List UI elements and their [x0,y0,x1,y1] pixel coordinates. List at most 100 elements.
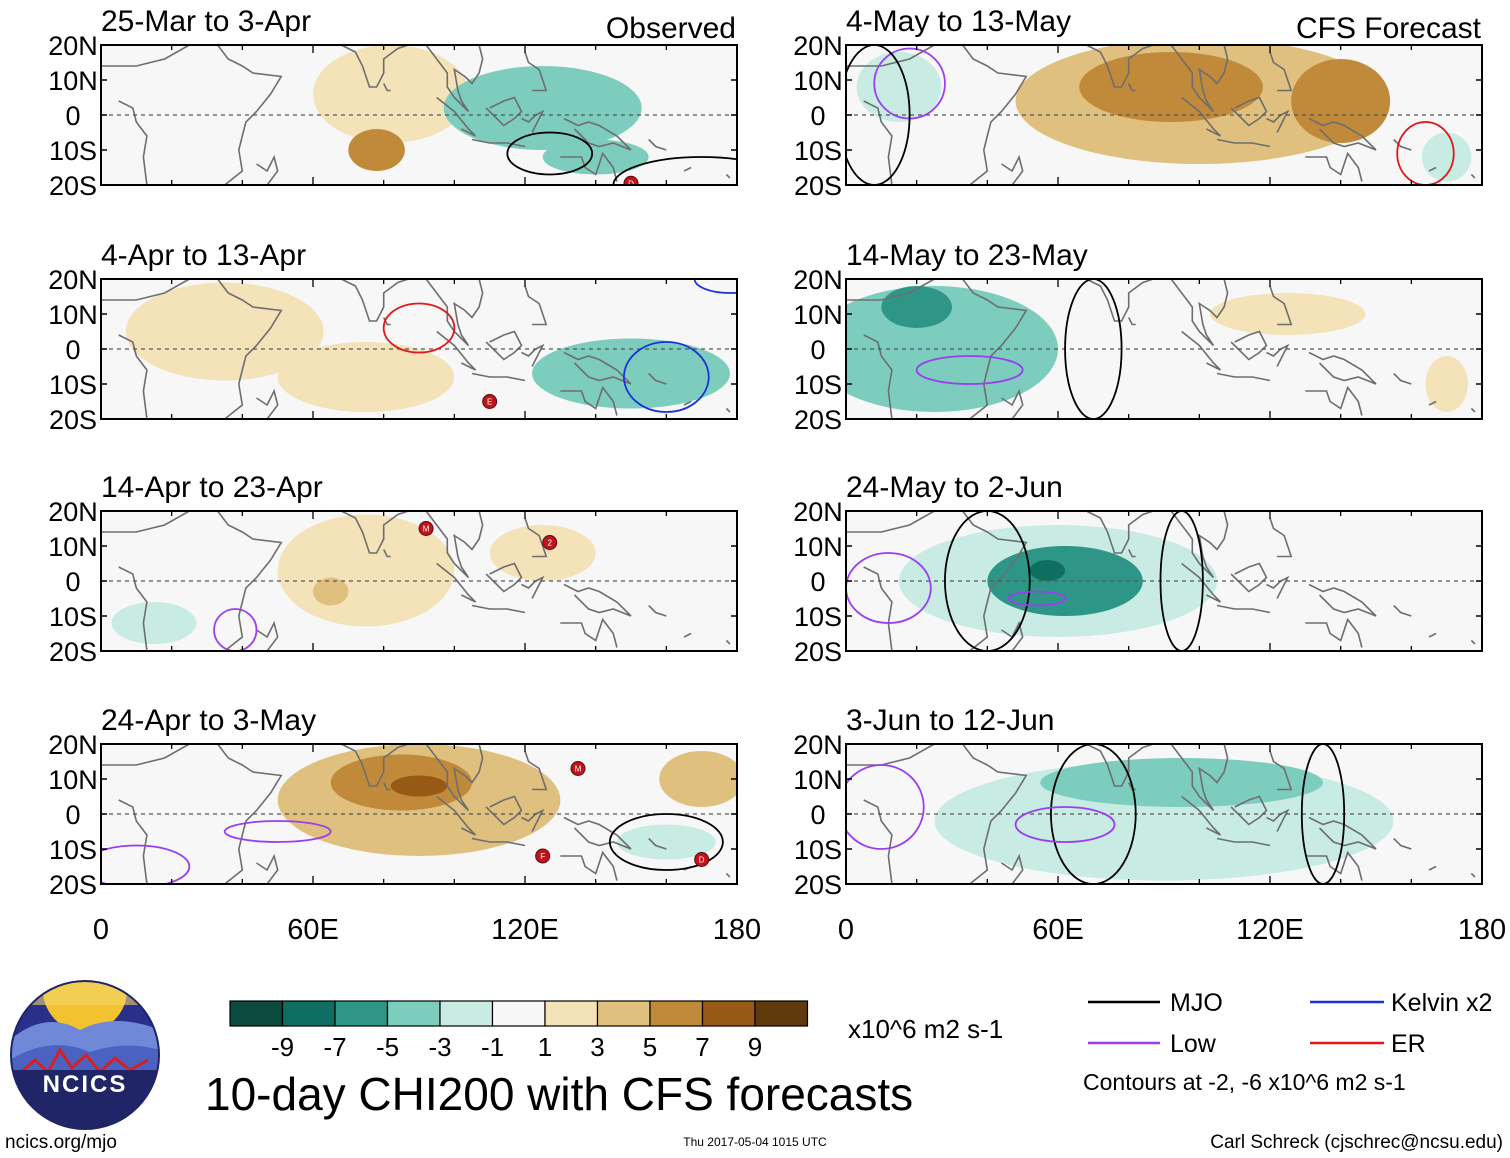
ncics-logo: NCICS [10,980,160,1130]
coastline [846,45,935,67]
coastline [256,154,279,185]
y-tick-label: 20N [793,31,843,61]
coastline [846,511,935,533]
coastline [1393,837,1412,850]
coastline [1170,279,1229,347]
contour-mjo [608,813,724,871]
coastline [1470,173,1476,179]
coastline [1308,117,1377,151]
coastline [560,850,618,881]
storm-marker: 2 [542,535,558,550]
storm-label: 2 [548,539,553,548]
legend-label-mjo: MJO [1170,989,1223,1017]
coastline [1393,604,1412,617]
coastline [648,837,667,850]
anomaly-region [1425,356,1468,412]
coastline [471,604,526,614]
coastline [1216,604,1271,614]
anomaly-region [111,602,197,644]
coastline [1170,45,1229,113]
coastline [1170,744,1229,812]
coastline [560,151,618,182]
colorbar-tick-label: 3 [590,1032,604,1062]
contour-low [846,764,925,850]
colorbar: -9 -7 -5 -3 -1 1 3 5 7 9 [229,1000,809,1062]
y-tick-label: 0 [810,101,825,131]
colorbar-swatch [439,1000,494,1027]
y-tick-label: 10N [793,532,843,562]
y-tick-label: 10N [48,765,98,795]
coastline [118,566,148,651]
chart-title: 10-day CHI200 with CFS forecasts [205,1068,913,1120]
coastline [1305,151,1363,182]
coastline [1127,782,1136,791]
anomaly-region [616,824,716,860]
anomaly-region [1079,52,1263,122]
legend-note: Contours at -2, -6 x10^6 m2 s-1 [1083,1069,1406,1095]
coastline [1308,816,1377,850]
coastline [648,604,667,617]
panel-title: 14-May to 23-May [846,239,1088,272]
y-tick-label: 20N [48,265,98,295]
contour-low [101,844,191,884]
coastline [382,549,391,558]
y-tick-label: 20N [48,730,98,760]
panel-title: 14-Apr to 23-Apr [101,471,323,504]
storm-marker: M [570,761,586,776]
legend-label-kelvin: Kelvin x2 [1391,989,1492,1017]
coastline [1181,795,1222,836]
storm-label: M [575,765,582,774]
coastline [563,816,632,850]
coastline [1428,400,1437,406]
contour-low [213,608,258,651]
coastline [1127,83,1136,92]
contour-mjo [846,45,911,185]
y-tick-label: 10N [793,765,843,795]
coastline [1085,511,1154,554]
coastline [1428,865,1437,871]
colorbar-swatch [491,1000,546,1027]
y-tick-label: 20S [794,405,842,435]
coastline [725,407,731,413]
coastline [101,279,190,301]
contour-kelvin-x2 [623,341,710,413]
colorbar-units: x10^6 m2 s-1 [848,1014,1003,1044]
coastline [1216,372,1271,382]
anomaly-region [1029,560,1066,581]
coastline [1001,154,1024,185]
coastline [1393,138,1412,151]
coastline [1470,872,1476,878]
panels-layer: D25-Mar to 3-Apr Observed20N10N010S20S4-M… [48,5,1506,946]
coastline [1428,632,1437,638]
storm-label: E [487,398,492,407]
coastline [471,837,526,847]
coastline [1216,837,1271,847]
y-tick-label: 0 [810,567,825,597]
anomaly-region [390,775,448,797]
anomaly-region [313,577,349,606]
x-tick-label: 0 [93,914,109,946]
y-tick-label: 20S [49,870,97,900]
x-tick-label: 60E [1032,914,1084,946]
colorbar-swatch [334,1000,389,1027]
coastline [1305,617,1363,648]
y-tick-label: 10S [49,835,97,865]
coastline [216,511,283,651]
storm-label: F [540,852,545,861]
anomaly-region [313,45,469,143]
legend-label-low: Low [1170,1030,1217,1058]
coastline [563,117,632,151]
y-tick-label: 10S [49,602,97,632]
coastline [863,100,893,185]
coastline [1085,279,1154,322]
coastline [340,45,409,88]
coastline [216,744,283,884]
colorbar-tick-label: 9 [748,1032,762,1062]
colorbar-tick-label: -7 [323,1032,346,1062]
panel-2: 4-May to 13-May CFS Forecast 20N 10N 0 10S 20S [793,5,1483,201]
colorbar-swatch [649,1000,704,1027]
coastline [1181,96,1222,137]
contour-mjo [612,156,737,185]
